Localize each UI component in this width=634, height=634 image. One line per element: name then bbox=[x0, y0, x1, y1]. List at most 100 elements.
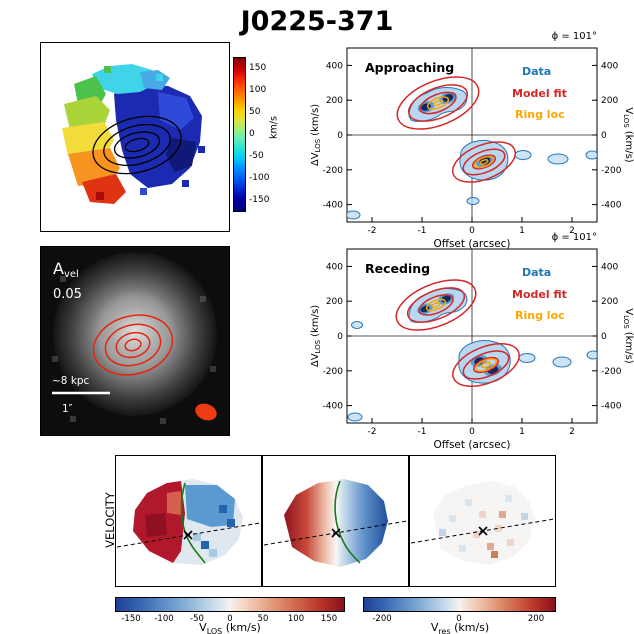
scalebar-label: ~8 kpc bbox=[52, 375, 90, 387]
crosshair-lines bbox=[347, 249, 597, 423]
svg-text:2: 2 bbox=[569, 427, 575, 437]
svg-text:0: 0 bbox=[601, 332, 607, 342]
colorbar-tick: -50 bbox=[190, 614, 204, 624]
center-x-marker bbox=[183, 530, 193, 540]
velocity-map-panel bbox=[40, 42, 230, 232]
velocity-colorbar-unit-label: km/s bbox=[268, 116, 280, 139]
svg-text:-2: -2 bbox=[368, 427, 377, 437]
ylabel-left: ΔVLOS(km/s) bbox=[310, 104, 322, 166]
xlabel: Offset (arcsec) bbox=[433, 238, 510, 250]
colorbar-tick: 100 bbox=[287, 614, 305, 624]
xtick-labels: -2 -1 0 1 2 bbox=[368, 226, 575, 236]
svg-text:200: 200 bbox=[326, 96, 343, 106]
xlabel: Offset (arcsec) bbox=[433, 439, 510, 451]
svg-text:0: 0 bbox=[469, 427, 475, 437]
velocity-data-panel bbox=[115, 455, 262, 587]
svg-text:-400: -400 bbox=[323, 402, 344, 412]
panel-frame bbox=[115, 455, 262, 587]
svg-text:400: 400 bbox=[601, 262, 618, 272]
xtick-labels: -2 -1 0 1 2 bbox=[368, 427, 575, 437]
legend-data: Data bbox=[522, 266, 551, 279]
center-x-marker bbox=[331, 528, 341, 538]
colorbar-tick: -150 bbox=[249, 195, 270, 206]
velocity-colorbar bbox=[233, 57, 246, 212]
ylabel-right: VLOS(km/s) bbox=[622, 107, 634, 162]
intensity-map-panel: Avel 0.05 ~8 kpc 1″ bbox=[40, 246, 230, 436]
ring-contours bbox=[425, 298, 498, 372]
legend-ring-loc: Ring loc bbox=[515, 309, 565, 322]
vres-colorbar-label: Vres (km/s) bbox=[430, 621, 490, 634]
crosshair-lines bbox=[347, 48, 597, 222]
vlos-colorbar bbox=[115, 597, 345, 612]
svg-text:0: 0 bbox=[337, 131, 343, 141]
colorbar-tick: 0 bbox=[456, 614, 462, 624]
avel-label: Avel bbox=[53, 259, 79, 280]
ytick-labels-right: 400 200 0 -200 -400 bbox=[601, 262, 622, 411]
svg-text:1: 1 bbox=[519, 226, 525, 236]
residual-speckles bbox=[439, 495, 528, 558]
colorbar-tick: -150 bbox=[121, 614, 141, 624]
panel-frame bbox=[409, 455, 556, 587]
svg-text:400: 400 bbox=[601, 61, 618, 71]
ytick-labels-left: 400 200 0 -200 -400 bbox=[323, 262, 344, 411]
pv-panel-title: Receding bbox=[365, 261, 430, 276]
svg-text:-200: -200 bbox=[601, 367, 622, 377]
velocity-maps-row bbox=[115, 455, 556, 587]
vlos-colorbar-label: VLOS (km/s) bbox=[199, 621, 261, 634]
center-x-marker bbox=[478, 526, 488, 536]
legend-model-fit: Model fit bbox=[512, 87, 567, 100]
ring-contours bbox=[426, 96, 495, 169]
svg-text:-200: -200 bbox=[601, 166, 622, 176]
svg-text:-200: -200 bbox=[323, 166, 344, 176]
svg-text:400: 400 bbox=[326, 61, 343, 71]
flux-contours-red bbox=[92, 314, 174, 376]
legend-ring-loc: Ring loc bbox=[515, 108, 565, 121]
svg-text:-2: -2 bbox=[368, 226, 377, 236]
model-contours bbox=[395, 279, 520, 387]
axis-ticks bbox=[347, 265, 597, 423]
phi-label: ϕ = 101° bbox=[552, 232, 597, 243]
avel-value: 0.05 bbox=[53, 287, 82, 302]
velocity-model-panel bbox=[262, 455, 409, 587]
pv-panel-receding: ϕ = 101° bbox=[310, 232, 634, 451]
svg-text:-400: -400 bbox=[601, 402, 622, 412]
svg-text:200: 200 bbox=[601, 96, 618, 106]
flux-contours-black bbox=[92, 115, 182, 175]
colorbar-tick: 50 bbox=[249, 106, 261, 117]
colorbar-tick: -100 bbox=[154, 614, 174, 624]
svg-text:-400: -400 bbox=[601, 201, 622, 211]
colorbar-tick: 0 bbox=[227, 614, 233, 624]
beam-ellipse bbox=[195, 403, 217, 421]
pv-panel-approaching: ϕ = 101° bbox=[310, 31, 634, 250]
colorbar-tick: -50 bbox=[249, 151, 264, 162]
ytick-labels-right: 400 200 0 -200 -400 bbox=[601, 61, 622, 210]
velocity-field-blob bbox=[62, 64, 205, 204]
svg-text:200: 200 bbox=[601, 297, 618, 307]
colorbar-tick: -100 bbox=[249, 173, 270, 184]
model-contours bbox=[396, 76, 517, 183]
svg-text:200: 200 bbox=[326, 297, 343, 307]
svg-text:400: 400 bbox=[326, 262, 343, 272]
legend-model-fit: Model fit bbox=[512, 288, 567, 301]
svg-text:-1: -1 bbox=[418, 226, 427, 236]
colorbar-tick: 200 bbox=[527, 614, 545, 624]
phi-label: ϕ = 101° bbox=[552, 31, 597, 42]
ylabel-right: VLOS(km/s) bbox=[622, 308, 634, 363]
panel-frame bbox=[262, 455, 409, 587]
colorbar-tick: -200 bbox=[372, 614, 392, 624]
svg-text:-200: -200 bbox=[323, 367, 344, 377]
ring-boundary-line-green bbox=[334, 480, 361, 564]
svg-text:1: 1 bbox=[519, 427, 525, 437]
pv-panel-title: Approaching bbox=[365, 60, 454, 75]
colorbar-tick: 150 bbox=[320, 614, 338, 624]
svg-text:0: 0 bbox=[337, 332, 343, 342]
ytick-labels-left: 400 200 0 -200 -400 bbox=[323, 61, 344, 210]
svg-text:0: 0 bbox=[469, 226, 475, 236]
velocity-colorbar-ticks: 150 100 50 0 -50 -100 -150 bbox=[249, 57, 279, 212]
legend-data: Data bbox=[522, 65, 551, 78]
figure-title: J0225-371 bbox=[240, 6, 394, 37]
colorbar-tick: 100 bbox=[249, 84, 267, 95]
colorbar-tick: 0 bbox=[249, 129, 255, 139]
arcsec-label: 1″ bbox=[62, 403, 73, 415]
